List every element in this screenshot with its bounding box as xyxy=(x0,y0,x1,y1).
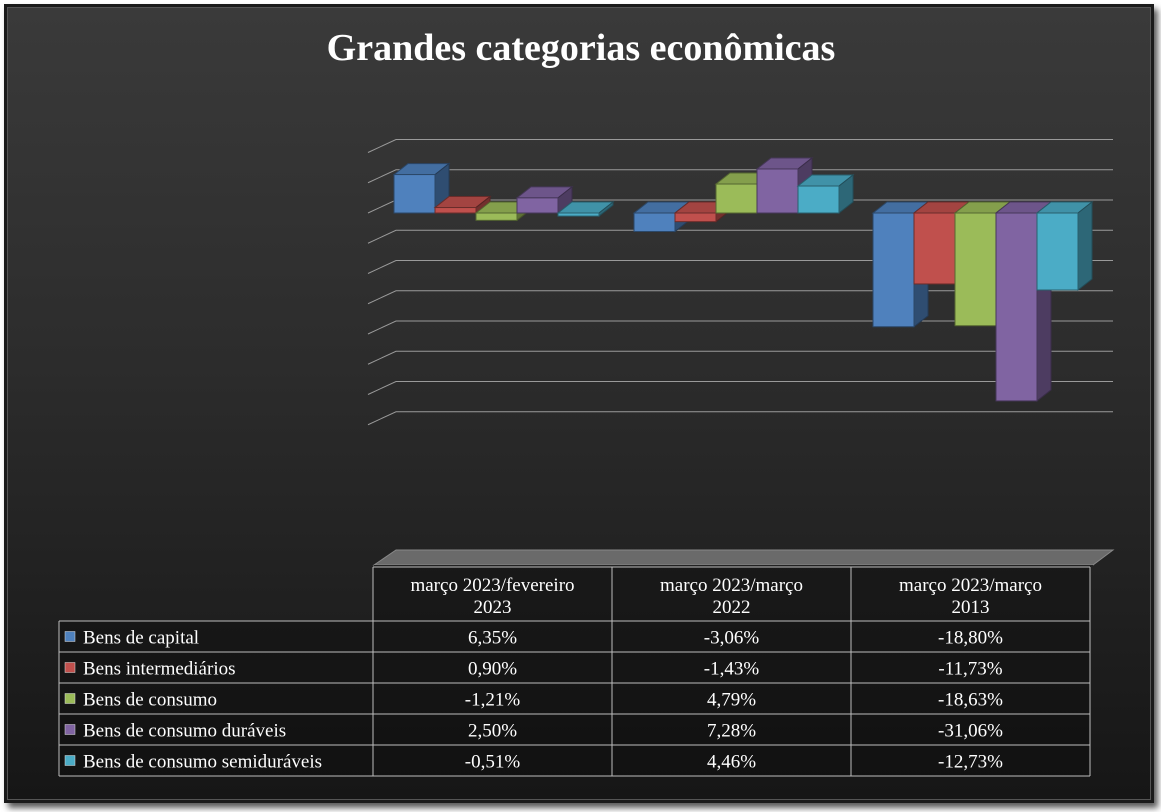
data-label: 4,46% xyxy=(707,752,756,773)
chart-title: Grandes categorias econômicas xyxy=(327,27,836,69)
table-bg xyxy=(373,567,1090,776)
gridline xyxy=(367,350,1113,365)
legend-label: Bens de capital xyxy=(83,628,199,649)
legend-bg xyxy=(59,621,373,776)
bar xyxy=(392,162,451,215)
bar-front-face xyxy=(872,212,915,328)
legend-key xyxy=(64,693,76,704)
gridline xyxy=(367,169,1113,184)
bar-front-face xyxy=(913,212,956,285)
bar-front-face xyxy=(1036,212,1079,291)
bar-front-face xyxy=(475,212,518,221)
bar-side-face xyxy=(1077,200,1093,292)
data-label: -18,80% xyxy=(938,628,1003,649)
category-label: março 2023/março xyxy=(660,575,803,596)
legend-key xyxy=(64,631,76,642)
data-label: -0,51% xyxy=(465,752,521,773)
data-label: 4,79% xyxy=(707,690,756,711)
data-label: 6,35% xyxy=(468,628,517,649)
data-label: 2,50% xyxy=(468,721,517,742)
bar-front-face xyxy=(674,212,717,223)
data-label: -12,73% xyxy=(938,752,1003,773)
legend-label: Bens de consumo semiduráveis xyxy=(83,752,322,773)
bar xyxy=(796,173,855,215)
data-label: -1,21% xyxy=(465,690,521,711)
bar-front-face xyxy=(756,168,799,214)
bars xyxy=(392,156,1094,402)
data-label: -3,06% xyxy=(704,628,760,649)
bar xyxy=(433,195,492,215)
legend-key xyxy=(64,755,76,766)
bar-front-face xyxy=(633,212,676,233)
bar-front-face xyxy=(715,183,758,214)
bar-front-face xyxy=(434,207,477,214)
legend-label: Bens de consumo xyxy=(83,690,217,711)
legend-key xyxy=(64,724,76,735)
gridline xyxy=(367,381,1113,395)
bar-front-face xyxy=(995,212,1038,402)
data-label: -18,63% xyxy=(938,690,1003,711)
category-label: 2022 xyxy=(713,597,751,618)
data-label: -31,06% xyxy=(938,721,1003,742)
bar xyxy=(515,185,574,215)
gridline xyxy=(367,411,1113,426)
chart-floor xyxy=(372,549,1115,567)
bar xyxy=(556,200,615,218)
chart-frame xyxy=(4,4,1154,803)
bar-front-face xyxy=(393,174,436,214)
bar xyxy=(1035,200,1094,292)
category-label: março 2023/fevereiro xyxy=(410,575,574,596)
bar-front-face xyxy=(557,212,600,217)
category-label: 2013 xyxy=(952,597,990,618)
category-label: 2023 xyxy=(474,597,512,618)
data-label: 0,90% xyxy=(468,659,517,680)
legend-label: Bens de consumo duráveis xyxy=(83,721,286,742)
legend-key xyxy=(64,662,76,673)
data-label: -1,43% xyxy=(704,659,760,680)
data-label: -11,73% xyxy=(938,659,1002,680)
legend-label: Bens intermediários xyxy=(83,659,236,680)
bar-front-face xyxy=(516,197,559,214)
bar-front-face xyxy=(954,212,997,327)
category-label: março 2023/março xyxy=(899,575,1042,596)
data-label: 7,28% xyxy=(707,721,756,742)
gridline xyxy=(367,139,1113,153)
floor-top xyxy=(372,549,1115,566)
bar-front-face xyxy=(797,185,840,214)
